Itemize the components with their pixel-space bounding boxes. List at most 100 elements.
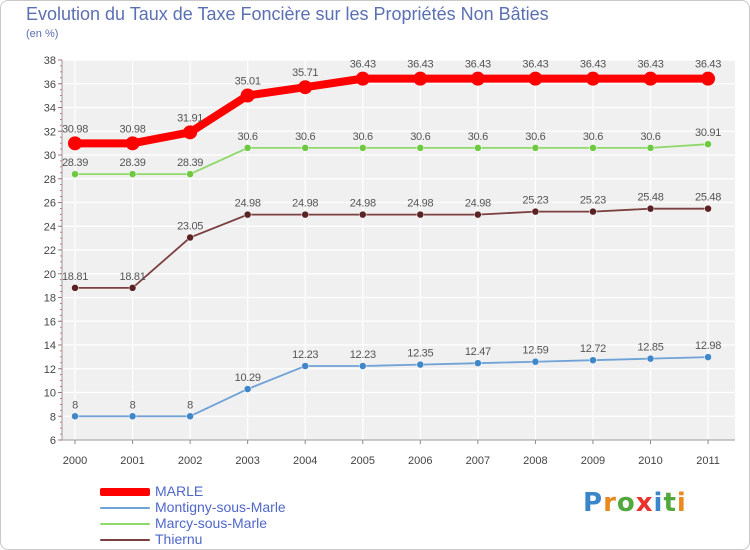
y-tick-label: 16 — [44, 316, 56, 328]
x-tick-label: 2000 — [63, 455, 87, 467]
data-point-marcy-sous-marle — [359, 144, 367, 152]
data-point-montigny-sous-marle — [704, 353, 712, 361]
chart-title: Evolution du Taux de Taxe Foncière sur l… — [26, 4, 549, 24]
data-point-montigny-sous-marle — [128, 412, 137, 420]
data-label-marcy-sous-marle: 30.6 — [468, 131, 488, 143]
data-label-thiernu: 25.48 — [695, 192, 721, 204]
data-point-marcy-sous-marle — [474, 144, 482, 152]
data-label-montigny-sous-marle: 12.35 — [407, 348, 433, 360]
data-label-marle: 36.43 — [350, 59, 376, 71]
y-tick-label: 26 — [44, 198, 56, 210]
data-label-marle: 35.71 — [292, 67, 318, 79]
data-point-thiernu — [243, 210, 252, 219]
data-point-thiernu — [128, 284, 137, 292]
data-label-marcy-sous-marle: 30.6 — [525, 131, 545, 143]
data-label-montigny-sous-marle: 12.59 — [522, 345, 548, 357]
data-label-marle: 30.98 — [120, 123, 146, 135]
data-label-thiernu: 24.98 — [235, 198, 261, 210]
data-point-marcy-sous-marle — [704, 140, 712, 148]
logo-letter: o — [616, 488, 636, 518]
data-label-marle: 35.01 — [235, 76, 261, 88]
data-label-marcy-sous-marle: 30.91 — [695, 127, 721, 139]
data-point-marle — [125, 136, 140, 151]
series-line-marle — [71, 74, 713, 148]
proxiti-logo: Proxiti — [583, 488, 687, 518]
data-point-marle — [183, 125, 198, 140]
data-label-marcy-sous-marle: 30.6 — [295, 131, 315, 143]
y-tick-label: 8 — [50, 411, 56, 423]
data-label-montigny-sous-marle: 12.98 — [695, 340, 721, 352]
data-point-thiernu — [474, 210, 482, 219]
data-label-marle: 36.43 — [580, 59, 606, 71]
data-point-marcy-sous-marle — [416, 144, 425, 152]
data-point-marle — [643, 71, 658, 86]
data-point-marcy-sous-marle — [71, 170, 79, 178]
data-point-marle — [413, 71, 428, 86]
logo-letter: x — [635, 488, 654, 518]
y-tick-label: 30 — [44, 150, 56, 162]
data-point-marle — [585, 71, 600, 86]
data-label-montigny-sous-marle: 12.72 — [580, 343, 606, 355]
data-point-montigny-sous-marle — [416, 360, 425, 369]
data-label-montigny-sous-marle: 8 — [72, 399, 78, 411]
data-point-montigny-sous-marle — [301, 362, 309, 370]
data-point-thiernu — [704, 204, 712, 213]
y-tick-label: 24 — [44, 221, 56, 233]
x-tick-label: 2010 — [638, 455, 662, 467]
x-tick-label: 2008 — [523, 455, 547, 467]
data-point-marcy-sous-marle — [243, 144, 252, 152]
data-label-marcy-sous-marle: 30.6 — [410, 131, 430, 143]
data-point-marle — [701, 71, 716, 86]
data-point-thiernu — [589, 207, 597, 216]
data-point-marle — [470, 71, 485, 86]
data-point-marcy-sous-marle — [531, 144, 540, 152]
data-label-thiernu: 18.81 — [62, 271, 88, 283]
y-tick-label: 28 — [44, 174, 56, 186]
data-label-montigny-sous-marle: 8 — [187, 399, 193, 411]
y-tick-label: 32 — [44, 126, 56, 138]
logo-letter: P — [583, 488, 604, 518]
data-label-thiernu: 24.98 — [350, 198, 376, 210]
data-label-marle: 36.43 — [522, 59, 548, 71]
data-point-marle — [528, 71, 543, 86]
legend-swatch-montigny-sous-marle — [100, 507, 150, 509]
series-line-thiernu — [75, 207, 709, 289]
y-tick-label: 34 — [44, 103, 56, 115]
data-label-marcy-sous-marle: 30.6 — [640, 131, 660, 143]
legend-swatch-marle — [100, 488, 150, 496]
x-tick-label: 2011 — [696, 455, 720, 467]
data-point-montigny-sous-marle — [186, 412, 194, 420]
legend-swatch-thiernu — [100, 539, 150, 541]
y-tick-label: 38 — [44, 55, 56, 67]
data-point-thiernu — [646, 204, 655, 213]
data-point-marcy-sous-marle — [301, 144, 309, 152]
x-tick-label: 2006 — [408, 455, 432, 467]
data-label-thiernu: 24.98 — [465, 198, 491, 210]
x-tick-label: 2007 — [466, 455, 490, 467]
data-label-marcy-sous-marle: 30.6 — [583, 131, 603, 143]
y-tick-label: 6 — [50, 435, 56, 447]
data-label-montigny-sous-marle: 12.85 — [637, 342, 663, 354]
data-label-thiernu: 24.98 — [292, 198, 318, 210]
legend-label-thiernu: Thiernu — [155, 531, 203, 547]
data-label-thiernu: 24.98 — [407, 198, 433, 210]
x-tick-label: 2009 — [581, 455, 605, 467]
data-point-marle — [240, 88, 255, 103]
y-tick-label: 20 — [44, 269, 56, 281]
y-tick-label: 10 — [44, 388, 56, 400]
data-label-montigny-sous-marle: 12.23 — [292, 349, 318, 361]
data-label-marcy-sous-marle: 28.39 — [177, 157, 203, 169]
data-label-marcy-sous-marle: 30.6 — [238, 131, 258, 143]
data-label-marcy-sous-marle: 30.6 — [353, 131, 373, 143]
data-point-marcy-sous-marle — [589, 144, 597, 152]
data-label-thiernu: 25.23 — [580, 195, 606, 207]
logo-letter: i — [653, 488, 664, 518]
data-point-thiernu — [71, 284, 79, 292]
legend-label-montigny-sous-marle: Montigny-sous-Marle — [155, 499, 286, 515]
data-point-montigny-sous-marle — [71, 412, 79, 420]
data-point-thiernu — [531, 207, 540, 216]
data-point-thiernu — [359, 210, 367, 219]
x-tick-label: 2003 — [235, 455, 259, 467]
data-label-thiernu: 25.48 — [637, 192, 663, 204]
